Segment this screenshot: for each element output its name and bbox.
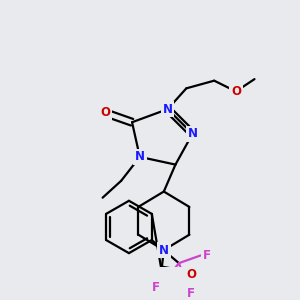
Text: F: F: [203, 249, 211, 262]
Text: N: N: [135, 150, 145, 164]
Text: N: N: [188, 127, 197, 140]
Text: F: F: [152, 281, 160, 294]
Text: O: O: [231, 85, 241, 98]
Text: O: O: [186, 268, 196, 281]
Text: O: O: [101, 106, 111, 119]
Text: N: N: [163, 103, 173, 116]
Text: F: F: [187, 287, 195, 300]
Text: N: N: [159, 244, 169, 256]
